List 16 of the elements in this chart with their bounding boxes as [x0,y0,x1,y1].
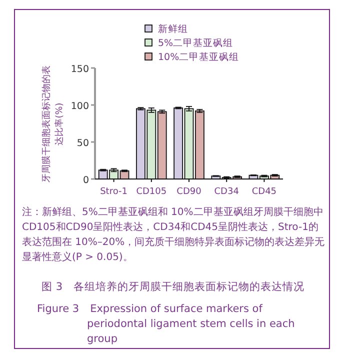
x-tick-label: CD45 [252,187,277,197]
y-tick-label: 150 [70,64,89,75]
x-tick-label: CD34 [214,187,240,197]
caption: 图 3 各组培养的牙周膜干细胞表面标记物的表达情况 [40,280,306,295]
legend-label: 5%二甲基亚砜组 [158,37,234,49]
x-tick-label: CD105 [136,187,167,197]
y-axis-title: 牙周膜干细胞表面标记物的表达比率(%) [41,64,66,184]
y-tick-label: 0 [82,175,89,186]
x-tick-label: Stro-1 [100,187,128,197]
y-tick-label: 50 [76,138,89,149]
legend-label: 10%二甲基亚砜组 [158,51,240,63]
legend-label: 新鲜组 [158,23,188,35]
text: 注：新鲜组、5%二甲基亚砜组和 10%二甲基亚砜组牙周膜干细胞中CD105和CD90呈阳性表达，CD34和CD45呈阴性表达，Stro-1的表达范围在 10%–20%，间充质干细胞特异表面标记物的表达差异无显著性意义(P > 0.05)。 [22,206,326,265]
x-tick-label: CD90 [176,187,202,197]
caption: Figure 3 Expression of surface markers of periodontal ligament stem cells in each group [37,302,296,347]
y-tick-label: 100 [70,101,89,112]
